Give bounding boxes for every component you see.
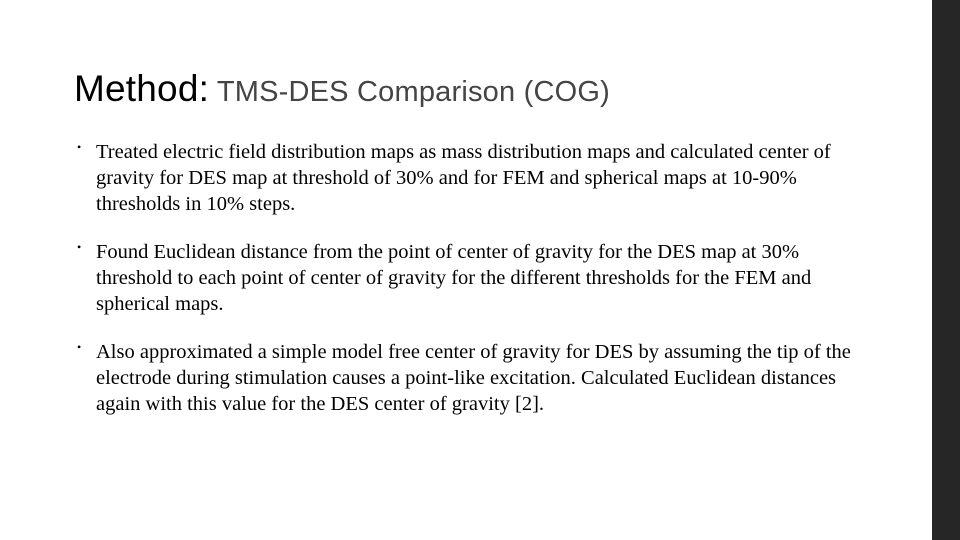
list-item: Found Euclidean distance from the point … — [74, 239, 872, 317]
bullet-text: Found Euclidean distance from the point … — [96, 241, 811, 315]
slide: Method: TMS-DES Comparison (COG) Treated… — [0, 0, 960, 540]
title-subtitle: TMS-DES Comparison (COG) — [209, 76, 610, 108]
bullet-text: Treated electric field distribution maps… — [96, 141, 831, 215]
list-item: Also approximated a simple model free ce… — [74, 339, 872, 417]
title-main: Method: — [74, 68, 209, 109]
bullet-list: Treated electric field distribution maps… — [74, 139, 872, 417]
bullet-text: Also approximated a simple model free ce… — [96, 341, 851, 415]
list-item: Treated electric field distribution maps… — [74, 139, 872, 217]
slide-content: Method: TMS-DES Comparison (COG) Treated… — [0, 0, 932, 540]
right-sidebar-accent — [932, 0, 960, 540]
slide-title: Method: TMS-DES Comparison (COG) — [74, 68, 872, 111]
